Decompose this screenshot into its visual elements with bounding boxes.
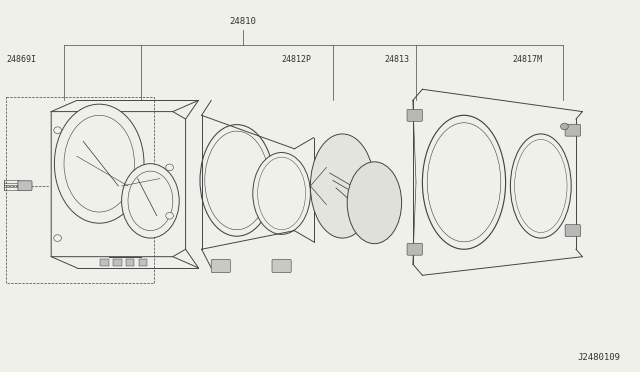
FancyBboxPatch shape [211, 259, 230, 273]
Text: J2480109: J2480109 [578, 353, 621, 362]
Ellipse shape [310, 134, 374, 238]
FancyBboxPatch shape [565, 225, 580, 237]
FancyBboxPatch shape [565, 124, 580, 136]
Ellipse shape [166, 212, 173, 219]
Ellipse shape [54, 127, 61, 134]
FancyBboxPatch shape [18, 181, 32, 190]
Ellipse shape [54, 235, 61, 241]
Bar [100, 259, 109, 266]
Ellipse shape [200, 125, 274, 236]
Bar [126, 259, 134, 266]
FancyBboxPatch shape [272, 259, 291, 273]
Text: 24810: 24810 [230, 17, 257, 26]
Text: 24813: 24813 [384, 55, 409, 64]
Ellipse shape [422, 115, 506, 249]
Ellipse shape [347, 162, 402, 244]
FancyBboxPatch shape [407, 243, 422, 255]
Ellipse shape [166, 164, 173, 171]
Ellipse shape [511, 134, 571, 238]
Text: 24812P: 24812P [282, 55, 312, 64]
Ellipse shape [122, 164, 179, 238]
Text: 24817M: 24817M [512, 55, 542, 64]
FancyBboxPatch shape [407, 109, 422, 121]
Bar [113, 259, 122, 266]
Ellipse shape [561, 123, 568, 130]
Ellipse shape [253, 153, 310, 234]
Text: 24869I: 24869I [6, 55, 36, 64]
Bar [139, 259, 147, 266]
Ellipse shape [54, 104, 144, 223]
